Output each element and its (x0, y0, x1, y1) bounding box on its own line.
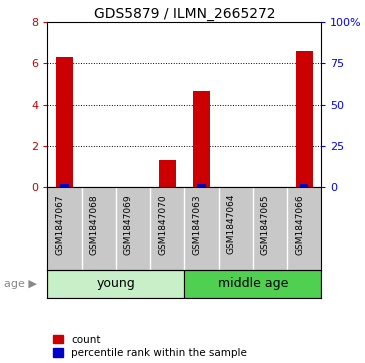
Bar (300, 184, 308, 187)
Text: age ▶: age ▶ (4, 279, 36, 289)
Text: GSM1847065: GSM1847065 (261, 194, 270, 254)
Text: GSM1847068: GSM1847068 (90, 194, 99, 254)
Text: young: young (96, 277, 135, 290)
Bar (184, 270, 321, 298)
Text: GSM1847067: GSM1847067 (55, 194, 65, 254)
Bar (60, 184, 69, 187)
Legend: count, percentile rank within the sample: count, percentile rank within the sample (53, 335, 247, 358)
Text: GSM1847070: GSM1847070 (158, 194, 167, 254)
Bar (296, 51, 313, 187)
Text: GSM1847066: GSM1847066 (295, 194, 304, 254)
Title: GDS5879 / ILMN_2665272: GDS5879 / ILMN_2665272 (93, 7, 275, 21)
Text: middle age: middle age (218, 277, 288, 290)
Bar (193, 91, 210, 187)
Bar (47, 270, 184, 298)
Bar (159, 160, 176, 187)
Text: GSM1847064: GSM1847064 (227, 194, 236, 254)
Text: GSM1847063: GSM1847063 (192, 194, 201, 254)
Text: GSM1847069: GSM1847069 (124, 194, 133, 254)
Bar (56, 57, 73, 187)
Bar (197, 184, 206, 187)
